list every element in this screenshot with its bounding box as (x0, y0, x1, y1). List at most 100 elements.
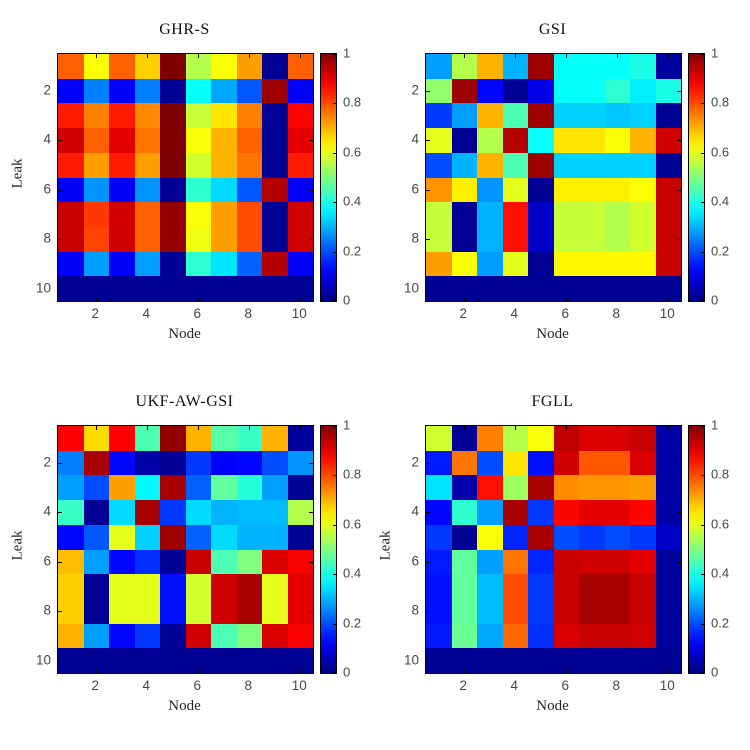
heatmap-cell (236, 103, 262, 129)
x-tick-mark (249, 54, 251, 58)
heatmap-cell (451, 128, 477, 153)
heatmap-cell (109, 524, 135, 550)
heatmap-cell (426, 450, 452, 476)
heatmap-cell (109, 549, 135, 575)
heatmap-cell (236, 226, 262, 252)
heatmap-cell (528, 251, 554, 277)
y-tick-label: 4 (43, 131, 51, 147)
colorbar-tick-label: 0.8 (711, 94, 730, 110)
heatmap-cell (160, 648, 186, 673)
heatmap-cell (579, 103, 605, 129)
x-tick-label: 2 (459, 678, 468, 693)
heatmap-cell (236, 276, 262, 301)
x-tick-mark (668, 297, 670, 301)
heatmap-cell (451, 598, 477, 624)
colorbar-tick-mark (333, 300, 336, 301)
heatmap-cell (185, 202, 211, 227)
heatmap-cell (236, 598, 262, 624)
heatmap-cell (211, 226, 237, 252)
heatmap-cell (655, 598, 681, 624)
colorbar-tick-mark (701, 574, 704, 576)
heatmap-cell (579, 426, 605, 451)
heatmap-cell (426, 276, 452, 301)
y-tick-mark (677, 140, 681, 142)
heatmap-cell (502, 202, 528, 227)
heatmap-cell (630, 152, 656, 178)
heatmap-cell (83, 103, 109, 129)
heatmap-cell (477, 450, 503, 476)
heatmap-grid (426, 426, 681, 673)
heatmap-cell (630, 54, 656, 79)
heatmap-cell (134, 202, 160, 227)
y-tick-mark (677, 561, 681, 563)
x-tick-mark (464, 669, 466, 673)
heatmap-cell (160, 276, 186, 301)
heatmap-cell (477, 128, 503, 153)
heatmap-cell (109, 78, 135, 104)
heatmap-cell (604, 276, 630, 301)
heatmap-cell (134, 128, 160, 153)
heatmap-cell (630, 426, 656, 451)
colorbar-tick-label: 1 (711, 417, 719, 433)
colorbar-tick-label: 0.2 (711, 615, 730, 631)
heatmap-cell (630, 226, 656, 252)
heatmap-cell (160, 500, 186, 525)
x-tick-mark (566, 54, 568, 58)
heatmap-cell (655, 426, 681, 451)
heatmap-cell (58, 202, 84, 227)
heatmap-cell (630, 623, 656, 649)
heatmap-cell (160, 202, 186, 227)
heatmap-cell (287, 598, 313, 624)
heatmap-cell (262, 54, 288, 79)
heatmap-cell (477, 475, 503, 501)
heatmap-cell (287, 78, 313, 104)
x-tick-mark (198, 297, 200, 301)
heatmap-cell (604, 128, 630, 153)
heatmap-cell (109, 648, 135, 673)
x-tick-label: 10 (291, 678, 307, 693)
x-tick-mark (617, 54, 619, 58)
y-tick-label: 2 (411, 454, 419, 470)
heatmap-cell (630, 251, 656, 277)
heatmap-cell (630, 549, 656, 575)
heatmap-cell (58, 598, 84, 624)
heatmap-cell (185, 152, 211, 178)
heatmap-cell (553, 177, 579, 203)
heatmap-cell (83, 549, 109, 575)
heatmap-cell (630, 128, 656, 153)
heatmap-cell (211, 574, 237, 599)
y-tick-mark (309, 239, 313, 241)
heatmap-cell (58, 475, 84, 501)
heatmap-cell (502, 574, 528, 599)
heatmap-cell (451, 78, 477, 104)
heatmap-cell (579, 549, 605, 575)
plot-title: FGLL (531, 393, 574, 410)
y-tick-mark (426, 561, 430, 563)
y-tick-label: 2 (43, 82, 51, 98)
heatmap-cell (83, 177, 109, 203)
colorbar-tick-mark (333, 475, 336, 477)
heatmap-cell (160, 54, 186, 79)
heatmap-cell (160, 450, 186, 476)
y-tick-mark (426, 239, 430, 241)
heatmap-cell (579, 648, 605, 673)
heatmap-cell (451, 426, 477, 451)
colorbar-tick-label: 0.2 (343, 615, 362, 631)
y-tick-mark (426, 512, 430, 514)
colorbar-tick-label: 1 (343, 45, 351, 61)
y-tick-label: 10 (403, 280, 419, 296)
colorbar-tick-label: 0 (343, 292, 351, 308)
heatmap-cell (211, 276, 237, 301)
heatmap-cell (236, 251, 262, 277)
heatmap-cell (211, 78, 237, 104)
heatmap-cell (109, 251, 135, 277)
heatmap-cell (287, 524, 313, 550)
heatmap-cell (502, 475, 528, 501)
y-tick-label: 2 (43, 454, 51, 470)
heatmap-cell (426, 103, 452, 129)
heatmap-cell (83, 152, 109, 178)
heatmap-cell (109, 103, 135, 129)
heatmap-cell (58, 524, 84, 550)
colorbar-tick-mark (701, 152, 704, 154)
x-tick-mark (147, 54, 149, 58)
